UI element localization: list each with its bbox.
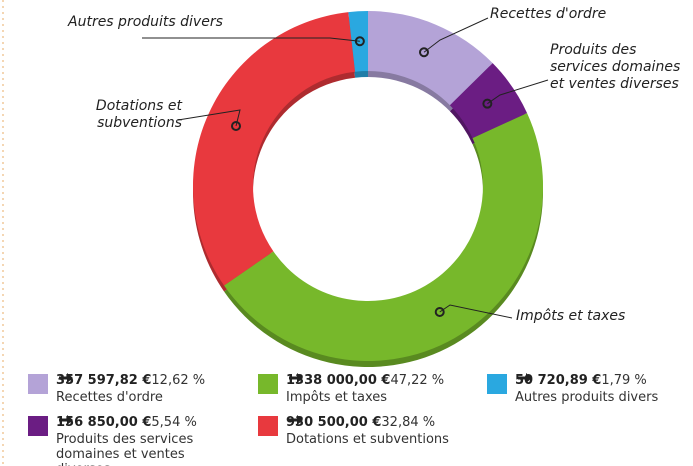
callout-label: Autres produits divers — [68, 14, 223, 30]
slice — [224, 113, 543, 361]
callout-label: Impôts et taxes — [516, 308, 626, 324]
arrow-shape — [289, 373, 303, 383]
legend-name: Autres produits divers — [515, 390, 659, 405]
legend-values: 357 597,82 €12,62 % — [56, 373, 205, 388]
legend-percent: 47,22 % — [390, 373, 445, 388]
slice — [368, 11, 493, 106]
legend-item: 50 720,89 €1,79 % Autres produits divers — [487, 373, 693, 418]
arrow-shape — [289, 415, 303, 425]
arrow-shape — [59, 373, 73, 383]
legend-name: Impôts et taxes — [286, 390, 388, 405]
legend-swatch — [258, 374, 278, 394]
legend-item: 156 850,00 €5,54 % Produits des services … — [28, 415, 243, 466]
arrow-icon — [59, 415, 73, 425]
legend-item: 1338 000,00 €47,22 % Impôts et taxes — [258, 373, 473, 418]
callout-dot — [418, 47, 429, 58]
leader-line — [487, 79, 549, 105]
leader-line — [423, 17, 489, 53]
legend-name: Recettes d'ordre — [56, 390, 163, 405]
legend-values: 1338 000,00 €47,22 % — [286, 373, 444, 388]
arrow-icon — [518, 373, 532, 383]
legend-swatch — [258, 416, 278, 436]
arrow-icon — [289, 373, 303, 383]
slice — [193, 12, 356, 286]
legend-amount: 930 500,00 € — [286, 415, 382, 430]
legend-swatch — [28, 374, 48, 394]
callout-label: Dotations et subventions — [95, 98, 182, 131]
callout-dot — [482, 98, 493, 109]
arrow-shape — [59, 415, 73, 425]
legend-values: 156 850,00 €5,54 % — [56, 415, 197, 430]
legend-swatch — [28, 416, 48, 436]
callout-label: Produits des services domaines et ventes… — [550, 42, 681, 92]
leader-line — [142, 37, 360, 42]
legend-percent: 32,84 % — [381, 415, 436, 430]
legend-amount: 50 720,89 € — [515, 373, 602, 388]
legend-percent: 5,54 % — [151, 415, 197, 430]
callout-dot — [231, 120, 242, 131]
legend-amount: 156 850,00 € — [56, 415, 152, 430]
legend-amount: 357 597,82 € — [56, 373, 152, 388]
legend-item: 357 597,82 €12,62 % Recettes d'ordre — [28, 373, 243, 418]
legend-name: Produits des services domaines et ventes… — [56, 432, 194, 466]
legend-name: Dotations et subventions — [286, 432, 449, 447]
arrow-icon — [289, 415, 303, 425]
callout-dot — [354, 36, 365, 47]
legend-values: 930 500,00 €32,84 % — [286, 415, 435, 430]
callout-dot — [434, 307, 445, 318]
legend-values: 50 720,89 €1,79 % — [515, 373, 647, 388]
arrow-shape — [518, 373, 532, 383]
leader-line — [177, 109, 241, 127]
callout-label: Recettes d'ordre — [490, 6, 607, 22]
legend-swatch — [487, 374, 507, 394]
legend-amount: 1338 000,00 € — [286, 373, 391, 388]
arrow-icon — [59, 373, 73, 383]
legend-percent: 12,62 % — [151, 373, 206, 388]
legend-percent: 1,79 % — [601, 373, 647, 388]
legend-item: 930 500,00 €32,84 % Dotations et subventi… — [258, 415, 473, 460]
